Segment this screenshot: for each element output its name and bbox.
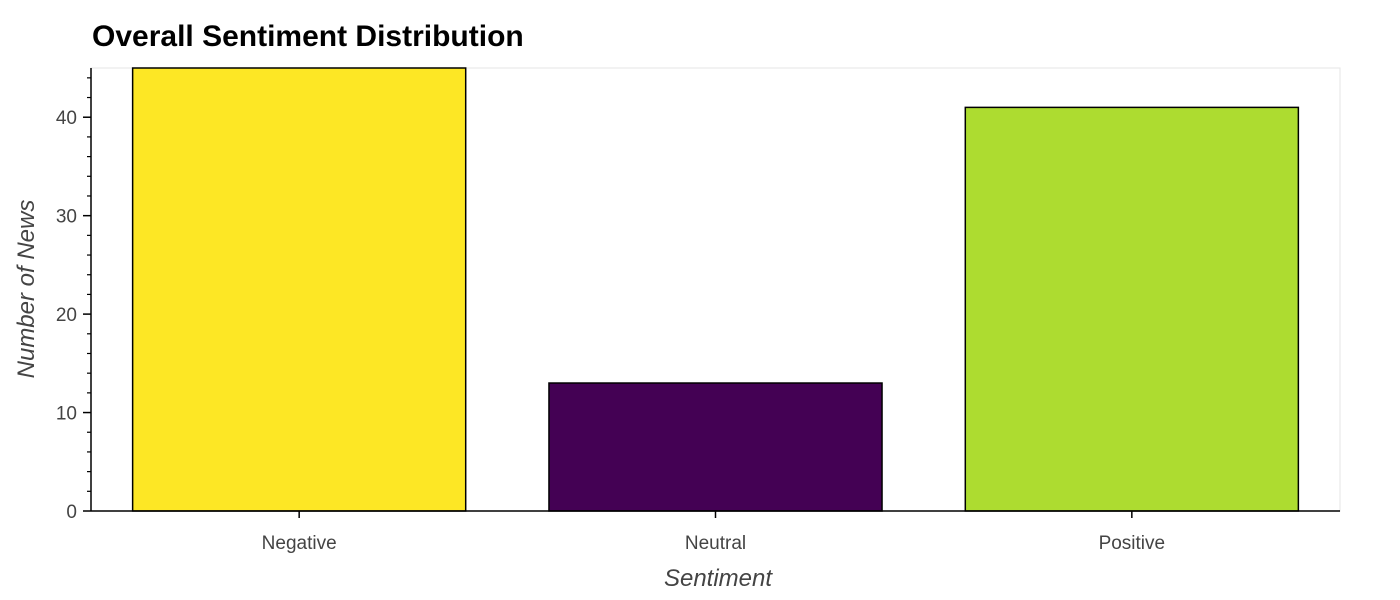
bars-layer	[131, 67, 1300, 512]
x-tick-label: Neutral	[685, 533, 746, 554]
y-tick-label: 30	[56, 207, 77, 228]
x-axis-label: Sentiment	[664, 565, 773, 592]
y-tick-label: 40	[56, 108, 77, 129]
bar-negative	[131, 67, 467, 512]
y-ticks: 0 10 20 30 40	[56, 77, 91, 523]
x-tick-label: Negative	[262, 533, 337, 554]
bar-positive	[964, 106, 1300, 512]
x-tick-label: Positive	[1099, 533, 1166, 554]
y-tick-label: 0	[66, 502, 77, 523]
bar-neutral	[548, 382, 883, 512]
y-tick-label: 10	[56, 404, 77, 425]
x-ticks: Negative Neutral Positive	[262, 511, 1165, 554]
chart-title: Overall Sentiment Distribution	[92, 20, 524, 53]
y-tick-label: 20	[56, 305, 77, 326]
y-axis-label: Number of News	[13, 200, 40, 379]
